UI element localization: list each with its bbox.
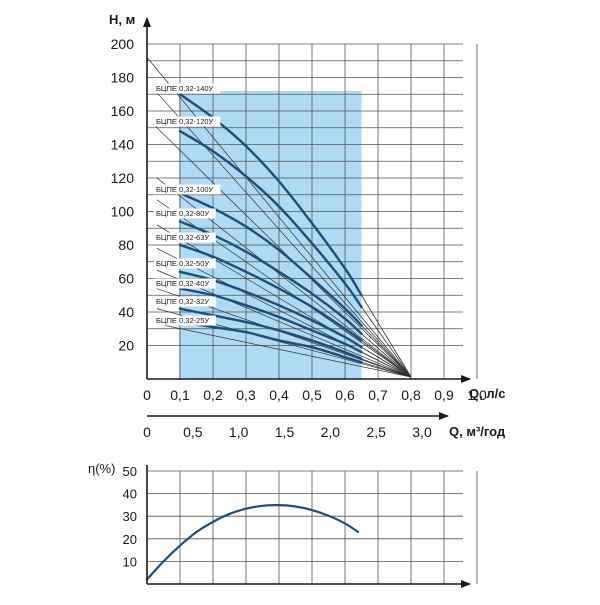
head-axes: 20 40 60 80 100 120 140 160 180 200 0 0,1 0,2 0,3 0,4 0… bbox=[111, 17, 487, 403]
x-tick-label: 0,4 bbox=[269, 387, 289, 403]
y-tick-label: 160 bbox=[111, 103, 135, 119]
efficiency-grid bbox=[147, 470, 478, 584]
curve-extension-line bbox=[361, 346, 412, 378]
curve-extension-line bbox=[361, 340, 412, 378]
x2-tick-label: 0,5 bbox=[183, 424, 203, 440]
curve-label-background bbox=[154, 232, 216, 243]
efficiency-line bbox=[145, 503, 360, 581]
curve-label: БЦПЕ 0,32-140У bbox=[156, 84, 214, 93]
x-tick-label: 0,9 bbox=[434, 387, 454, 403]
eff-y-tick-label: 30 bbox=[123, 509, 137, 524]
y-tick-label: 200 bbox=[111, 36, 135, 52]
head-curve-5 bbox=[178, 243, 363, 342]
curve-label-background bbox=[154, 296, 216, 307]
curve-label: БЦПЕ 0,32-100У bbox=[156, 185, 214, 194]
curve-label-background bbox=[154, 258, 216, 269]
head-curve-2 bbox=[178, 129, 363, 309]
eff-y-tick-label: 50 bbox=[123, 464, 137, 479]
curve-label: БЦПЕ 0,32-40У bbox=[156, 279, 209, 288]
y-tick-label: 80 bbox=[118, 237, 134, 253]
head-curve-3 bbox=[178, 191, 363, 327]
x-tick-label: 0,2 bbox=[203, 387, 223, 403]
y-tick-label: 20 bbox=[118, 338, 134, 354]
guide-line bbox=[156, 92, 412, 378]
curve-labels: БЦПЕ 0,32-140У БЦПЕ 0,32-120У БЦПЕ 0,32-10… bbox=[154, 83, 221, 326]
curve-label-background bbox=[154, 208, 216, 219]
flow-ls-axis-title: Q, л/с bbox=[469, 386, 505, 401]
curve-extension-line bbox=[361, 361, 412, 378]
y-tick-label: 180 bbox=[111, 70, 135, 86]
guide-line bbox=[153, 124, 412, 378]
y-tick-label: 40 bbox=[118, 304, 134, 320]
x-tick-label: 0,1 bbox=[170, 387, 190, 403]
eff-y-tick-label: 40 bbox=[123, 487, 137, 502]
curve-label-background bbox=[154, 315, 216, 326]
head-curve-9 bbox=[178, 320, 363, 364]
x2-tick-label: 1,5 bbox=[275, 424, 295, 440]
guide-line bbox=[156, 323, 412, 378]
x-tick-label: 0,6 bbox=[335, 387, 355, 403]
curve-extension-line bbox=[361, 295, 412, 378]
curve-extension-line bbox=[361, 358, 412, 378]
curve-label-background bbox=[154, 278, 216, 289]
curve-label: БЦПЕ 0,32-25У bbox=[156, 316, 209, 325]
curve-label-background bbox=[154, 116, 221, 127]
x-tick-label: 1,0 bbox=[467, 387, 487, 403]
curve-label: БЦПЕ 0,32-50У bbox=[156, 259, 209, 268]
x2-tick-label: 1,0 bbox=[229, 424, 249, 440]
curve-extension-line bbox=[361, 333, 412, 378]
y-tick-label: 140 bbox=[111, 137, 135, 153]
x-tick-label: 0,7 bbox=[368, 387, 388, 403]
y-tick-label: 120 bbox=[111, 170, 135, 186]
y-tick-label: 100 bbox=[111, 204, 135, 220]
head-curve-8 bbox=[178, 307, 363, 361]
head-axis-title: H, м bbox=[109, 12, 135, 27]
x2-tick-label: 2,0 bbox=[321, 424, 341, 440]
eff-y-tick-label: 20 bbox=[123, 532, 137, 547]
efficiency-axis-title: η(%) bbox=[88, 461, 115, 476]
x2-tick-label: 2,5 bbox=[366, 424, 386, 440]
x-tick-label: 0 bbox=[143, 387, 151, 403]
x2-tick-label: 0 bbox=[143, 424, 151, 440]
x2-tick-label: 3,0 bbox=[412, 424, 432, 440]
curve-label-background bbox=[154, 83, 221, 94]
head-curve-7 bbox=[178, 287, 363, 354]
curve-label: БЦПЕ 0,32-32У bbox=[156, 297, 209, 306]
efficiency-axes: 10 20 30 40 50 bbox=[123, 464, 471, 588]
curve-label: БЦПЕ 0,32-63У bbox=[156, 233, 209, 242]
y-tick-label: 60 bbox=[118, 271, 134, 287]
curve-label: БЦПЕ 0,32-80У bbox=[156, 209, 209, 218]
x-tick-label: 0,8 bbox=[401, 387, 421, 403]
flow-m3h-axis-title: Q, м³/год bbox=[449, 424, 506, 439]
curve-extension-line bbox=[361, 351, 412, 378]
curve-label: БЦПЕ 0,32-120У bbox=[156, 117, 214, 126]
curve-extension-line bbox=[361, 325, 412, 378]
curve-label-background bbox=[154, 184, 221, 195]
curve-extension-line bbox=[361, 306, 412, 378]
flow-m3h-axis: 0 0,5 1,0 1,5 2,0 2,5 3,0 bbox=[143, 412, 449, 440]
efficiency-curve bbox=[145, 503, 360, 581]
guide-line bbox=[146, 57, 412, 378]
x-tick-label: 0,3 bbox=[236, 387, 256, 403]
guide-lines bbox=[146, 57, 412, 378]
eff-y-tick-label: 10 bbox=[123, 554, 137, 569]
x-tick-label: 0,5 bbox=[302, 387, 322, 403]
